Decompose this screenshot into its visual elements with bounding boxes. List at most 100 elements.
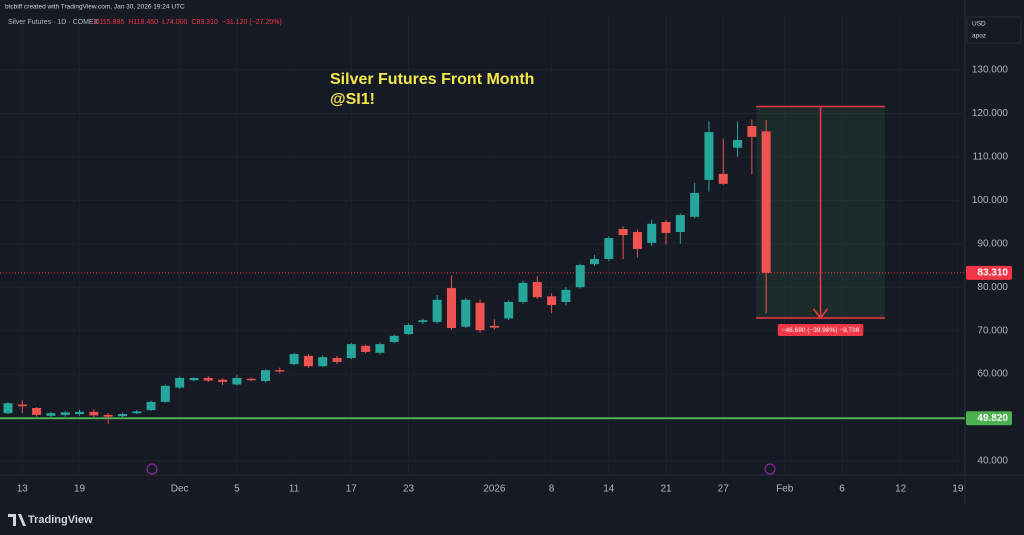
chart-title: Silver Futures Front Month <box>330 71 534 88</box>
event-icon[interactable] <box>146 463 158 475</box>
candle-body <box>661 222 671 233</box>
x-tick-label: 11 <box>289 484 300 495</box>
candle-body <box>418 320 428 322</box>
candle-body <box>32 407 42 415</box>
y-tick-label: 100.000 <box>972 195 1009 206</box>
candle-body <box>618 228 628 236</box>
candle-body <box>160 385 170 402</box>
candle-body <box>89 411 99 416</box>
ohlc-value: C83.310 <box>191 19 218 26</box>
x-tick-label: 8 <box>549 484 555 495</box>
currency-box[interactable] <box>966 16 1022 44</box>
chart-subtitle: @SI1! <box>330 91 375 108</box>
header-text: btcbiff created with TradingView.com, Ja… <box>5 4 185 11</box>
footer <box>0 505 1024 535</box>
x-tick-label: 5 <box>234 484 240 495</box>
candle-body <box>461 299 471 327</box>
x-tick-label: 19 <box>74 484 86 495</box>
x-tick-label: 2026 <box>483 484 506 495</box>
x-tick-label: Feb <box>776 484 794 495</box>
y-tick-label: 90.000 <box>977 238 1008 249</box>
candle-body <box>146 401 156 411</box>
candle-body <box>361 345 371 352</box>
candle-body <box>647 223 657 243</box>
candle-body <box>303 355 313 367</box>
x-tick-label: 17 <box>346 484 358 495</box>
candle-body <box>332 358 342 362</box>
y-tick-label: 110.000 <box>973 152 1009 163</box>
currency: USD <box>972 21 986 28</box>
candle-body <box>289 354 299 365</box>
candle-body <box>260 370 270 382</box>
x-tick-label: 12 <box>895 484 907 495</box>
event-icon[interactable] <box>764 463 776 475</box>
candle-body <box>632 232 642 249</box>
candle-body <box>275 370 285 372</box>
candle-body <box>60 412 70 415</box>
candle-body <box>504 301 514 319</box>
x-tick-label: 19 <box>952 484 964 495</box>
candle-body <box>561 289 571 302</box>
price-tag-label: 83.310 <box>977 267 1008 278</box>
candle-body <box>404 324 414 335</box>
candle-body <box>761 131 771 273</box>
candle-body <box>17 404 27 407</box>
measure-arrow-head <box>812 308 829 320</box>
x-tick-label: 27 <box>718 484 730 495</box>
price-tag <box>966 411 1012 426</box>
ohlc-value: L74.000 <box>162 19 187 26</box>
y-tick-label: 130.000 <box>972 65 1009 76</box>
candle-body <box>346 344 356 359</box>
candle-body <box>475 302 485 331</box>
candle-body <box>446 288 456 329</box>
x-tick-label: 14 <box>603 484 615 495</box>
candle-body <box>3 403 13 414</box>
candle-body <box>103 414 113 417</box>
candle-body <box>518 282 528 302</box>
candle-body <box>75 411 85 415</box>
symbol: Silver Futures · 1D · COMEX <box>8 19 99 26</box>
ohlc-value: O115.885 <box>94 19 124 26</box>
price-tag-label: 49.820 <box>977 413 1008 424</box>
candle-body <box>375 344 385 353</box>
x-tick-label: 6 <box>839 484 845 495</box>
measure-label-box <box>777 324 864 337</box>
y-tick-label: 70.000 <box>977 325 1008 336</box>
candle-body <box>547 296 557 306</box>
candle-body <box>46 413 56 416</box>
candle-body <box>389 335 399 342</box>
candle-body <box>532 281 542 298</box>
x-tick-label: 13 <box>17 484 29 495</box>
currency-sub: apoz <box>972 33 986 40</box>
candle-body <box>733 139 743 148</box>
candle-body <box>232 377 242 385</box>
candle-body <box>218 379 228 382</box>
plot: −48.690 (−39.98%) −9,738 <box>0 15 965 475</box>
ohlc-value: H118.450 <box>128 19 158 26</box>
candle-body <box>246 378 256 381</box>
candle-body <box>675 215 685 233</box>
candle-body <box>704 132 714 180</box>
candle-body <box>189 377 199 381</box>
candle-body <box>604 238 614 259</box>
candle-body <box>318 357 328 367</box>
candle-body <box>432 299 442 322</box>
candle-body <box>117 414 127 417</box>
y-tick-label: 80.000 <box>977 282 1008 293</box>
x-tick-label: 23 <box>403 484 415 495</box>
candle-body <box>747 126 757 137</box>
price-tag <box>966 265 1012 280</box>
x-tick-label: Dec <box>171 484 189 495</box>
candle-body <box>489 325 499 328</box>
candle-body <box>575 265 585 288</box>
y-tick-label: 40.000 <box>977 456 1008 467</box>
y-tick-label: 60.000 <box>977 369 1008 380</box>
candle-body <box>175 377 185 388</box>
x-tick-label: 21 <box>660 484 672 495</box>
ohlc-value: −31.120 (−27.20%) <box>222 19 282 26</box>
candle-body <box>203 377 213 381</box>
footer-brand: TradingView <box>28 514 93 526</box>
